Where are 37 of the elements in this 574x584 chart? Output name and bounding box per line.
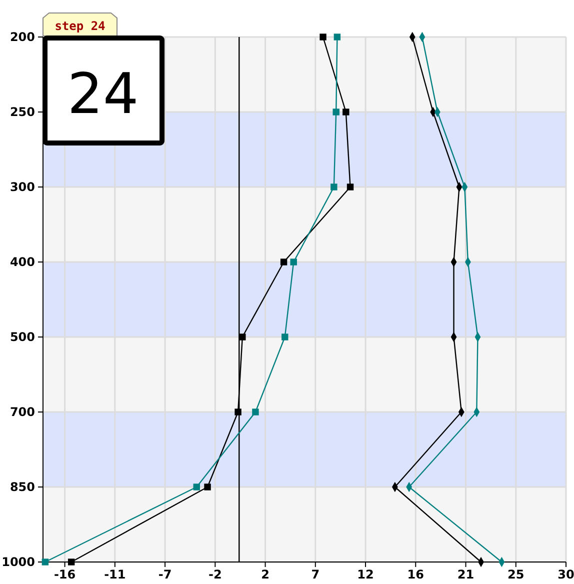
y-tick-label: 500 (10, 330, 35, 344)
y-tick-label: 200 (10, 30, 35, 44)
point (320, 34, 326, 40)
point (332, 108, 340, 116)
x-tick-label: 25 (508, 568, 524, 582)
chart-title: step 24 (54, 19, 106, 33)
point (334, 34, 341, 40)
x-tick-label: 30 (558, 568, 574, 582)
y-tick-label: 250 (10, 104, 35, 119)
y-tick-label: 1000 (2, 554, 35, 569)
point (193, 484, 200, 490)
point (204, 484, 211, 490)
x-tick-label: 21 (457, 568, 474, 582)
point (342, 108, 350, 116)
point (68, 558, 75, 566)
point (282, 334, 288, 340)
x-tick-label: -2 (208, 568, 222, 582)
point (346, 184, 354, 190)
x-tick-label: -11 (104, 568, 126, 582)
annotation: 24 (67, 62, 139, 127)
point (239, 334, 246, 340)
point (330, 184, 338, 190)
x-tick-label: 16 (407, 568, 424, 582)
x-tick-label: 2 (261, 568, 270, 582)
x-tick-label: -7 (158, 568, 172, 582)
y-tick-label: 700 (10, 404, 35, 419)
y-tick-label: 300 (10, 180, 35, 194)
x-tick-label: 7 (311, 568, 320, 582)
point (234, 408, 242, 416)
point (42, 558, 49, 566)
point (252, 408, 259, 416)
y-tick-label: 400 (10, 254, 35, 269)
point (290, 258, 297, 266)
y-tick-label: 850 (10, 480, 35, 494)
x-tick-label: -16 (54, 568, 76, 582)
x-tick-label: 12 (357, 568, 374, 582)
point (280, 258, 288, 266)
